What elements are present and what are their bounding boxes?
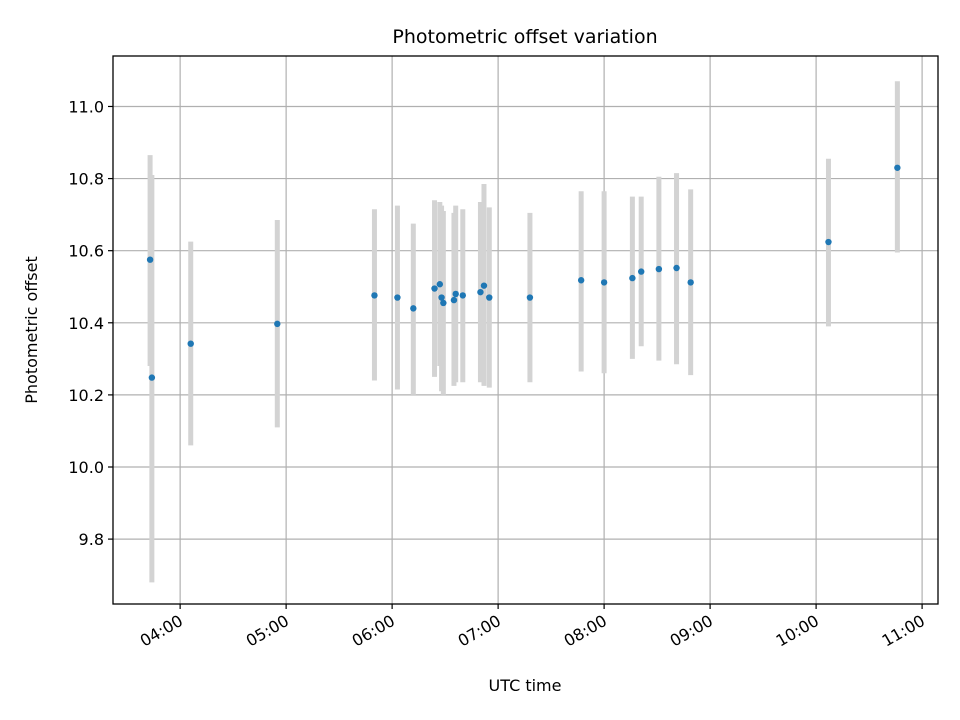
data-point — [894, 164, 901, 171]
data-point — [146, 256, 154, 263]
data-point — [673, 264, 680, 272]
x-axis-label: UTC time — [489, 676, 562, 695]
y-tick-label: 10.4 — [68, 314, 104, 333]
y-axis: 9.8 10.0 10.2 10.4 10.6 10.8 11.0 — [68, 97, 113, 549]
data-point — [480, 282, 488, 289]
data-point — [477, 288, 484, 296]
data-point — [459, 292, 466, 299]
data-point — [655, 265, 663, 273]
data-point — [450, 296, 458, 304]
y-tick-label: 10.2 — [68, 386, 104, 405]
data-point — [274, 320, 281, 328]
grid — [113, 56, 938, 604]
data-point — [410, 305, 417, 312]
data-point — [431, 285, 438, 292]
data-point — [438, 294, 445, 301]
y-tick-label: 10.8 — [68, 170, 104, 189]
data-point — [148, 374, 156, 381]
data-point — [371, 292, 378, 299]
data-point — [440, 299, 447, 307]
chart-title: Photometric offset variation — [392, 26, 657, 48]
y-tick-label: 10.0 — [68, 458, 104, 477]
data-point — [600, 279, 608, 286]
y-axis-label: Photometric offset — [22, 256, 41, 404]
data-point — [629, 274, 636, 282]
plot-frame — [112, 55, 939, 605]
data-point — [394, 294, 401, 301]
data-point — [436, 281, 444, 288]
data-points — [146, 164, 901, 381]
y-tick-label: 10.6 — [68, 242, 104, 261]
data-point — [452, 290, 459, 298]
data-point — [687, 279, 694, 286]
data-point — [825, 238, 832, 246]
data-point — [638, 268, 645, 275]
y-tick-label: 11.0 — [68, 97, 104, 116]
data-point — [486, 294, 493, 301]
y-tick-label: 9.8 — [79, 530, 104, 549]
data-point — [577, 277, 585, 284]
data-point — [526, 294, 534, 301]
data-point — [187, 340, 194, 347]
